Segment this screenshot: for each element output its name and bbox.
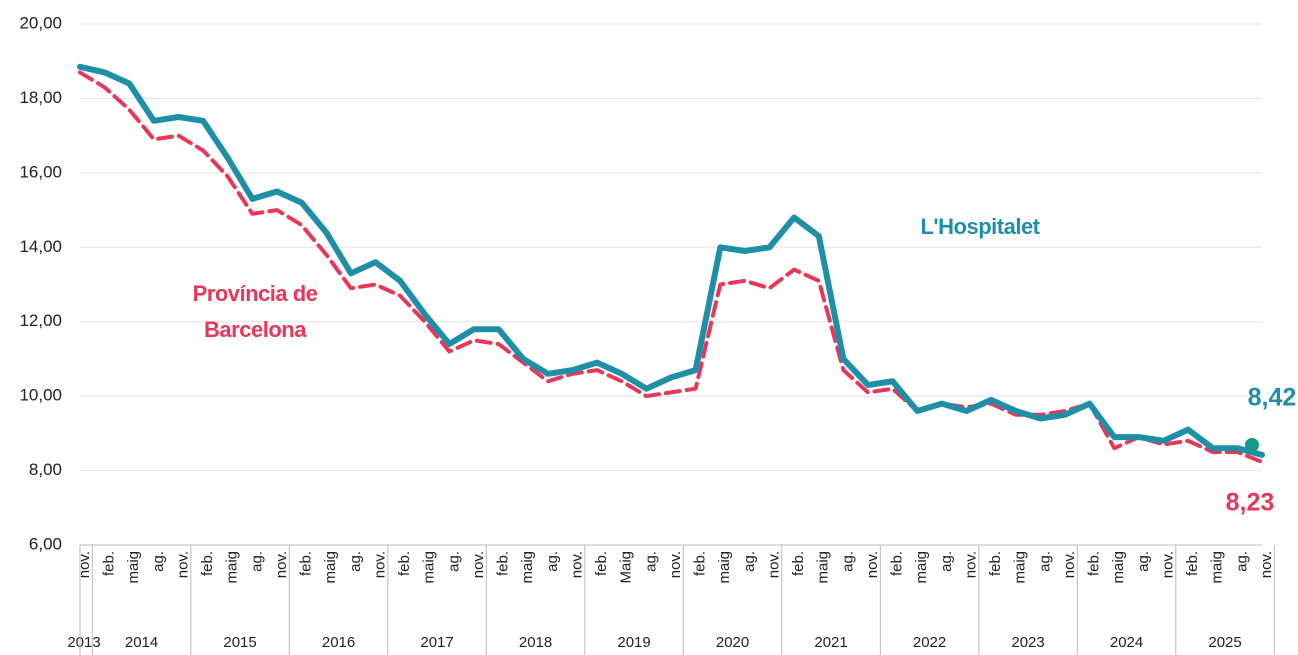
x-tick-label: feb. (1184, 551, 1201, 576)
year-label: 2014 (125, 634, 158, 651)
x-tick-label: feb. (889, 551, 906, 576)
value-label: 8,23 (1226, 489, 1275, 517)
x-tick-label: nov. (765, 551, 782, 578)
x-tick-label: maig (1209, 551, 1226, 584)
year-label: 2017 (420, 634, 453, 651)
x-tick-label: nov. (667, 551, 684, 578)
x-tick-label: nov. (962, 551, 979, 578)
x-tick-label: maig (1012, 551, 1029, 584)
x-tick-label: ag. (1135, 551, 1152, 572)
x-tick-label: feb. (495, 551, 512, 576)
year-label: 2019 (617, 634, 650, 651)
series-line (78, 70, 1264, 464)
x-tick-label: nov. (1258, 551, 1275, 578)
x-tick-label: ag. (347, 551, 364, 572)
x-tick-label: nov. (1061, 551, 1078, 578)
y-tick-label: 12,00 (19, 311, 62, 330)
year-label: 2020 (716, 634, 749, 651)
year-label: 2018 (519, 634, 552, 651)
x-tick-label: feb. (396, 551, 413, 576)
x-tick-label: ag. (938, 551, 955, 572)
x-tick-label: nov. (1159, 551, 1176, 578)
x-tick-label: feb. (298, 551, 315, 576)
x-tick-label: ag. (445, 551, 462, 572)
x-tick-label: feb. (199, 551, 216, 576)
x-tick-label: maig (1110, 551, 1127, 584)
x-tick-label: ag. (839, 551, 856, 572)
x-tick-label: nov. (76, 551, 93, 578)
year-label: 2015 (223, 634, 256, 651)
x-tick-label: ag. (1233, 551, 1250, 572)
x-tick-label: maig (913, 551, 930, 584)
x-tick-label: feb. (692, 551, 709, 576)
x-tick-label: nov. (470, 551, 487, 578)
end-marker (1245, 437, 1259, 452)
x-tick-label: maig (815, 551, 832, 584)
x-tick-label: feb. (1086, 551, 1103, 576)
x-tick-label: feb. (593, 551, 610, 576)
year-label: 2025 (1208, 634, 1241, 651)
x-tick-label: ag. (1036, 551, 1053, 572)
year-label: 2016 (322, 634, 355, 651)
year-label: 2013 (67, 634, 100, 651)
y-tick-label: 20,00 (19, 13, 62, 32)
x-tick-label: feb. (987, 551, 1004, 576)
x-tick-label: maig (224, 551, 241, 584)
x-tick-label: nov. (864, 551, 881, 578)
x-tick-label: maig (716, 551, 733, 584)
x-tick-label: ag. (642, 551, 659, 572)
x-tick-label: Maig (618, 551, 635, 584)
y-tick-label: 6,00 (29, 534, 62, 553)
y-tick-label: 16,00 (19, 162, 62, 181)
y-tick-label: 18,00 (19, 88, 62, 107)
x-tick-label: nov. (568, 551, 585, 578)
x-tick-label: maig (125, 551, 142, 584)
series-label: Província de Barcelona (192, 281, 318, 342)
series-label: L'Hospitalet (920, 214, 1040, 239)
value-label: 8,42 (1248, 384, 1297, 412)
year-label: 2023 (1011, 634, 1044, 651)
series-line (77, 63, 1265, 458)
year-label: 2022 (913, 634, 946, 651)
x-tick-label: nov. (371, 551, 388, 578)
x-tick-label: nov. (174, 551, 191, 578)
x-tick-label: maig (421, 551, 438, 584)
x-tick-label: feb. (101, 551, 118, 576)
y-tick-label: 10,00 (19, 386, 62, 405)
x-tick-label: ag. (248, 551, 265, 572)
x-tick-label: maig (519, 551, 536, 584)
x-tick-label: feb. (790, 551, 807, 576)
y-tick-label: 14,00 (19, 237, 62, 256)
y-tick-label: 8,00 (29, 460, 62, 479)
year-label: 2024 (1110, 634, 1143, 651)
year-label: 2021 (814, 634, 847, 651)
x-tick-label: ag. (544, 551, 561, 572)
x-tick-label: ag. (741, 551, 758, 572)
x-tick-label: nov. (273, 551, 290, 578)
x-tick-label: ag. (150, 551, 167, 572)
x-tick-label: maig (322, 551, 339, 584)
